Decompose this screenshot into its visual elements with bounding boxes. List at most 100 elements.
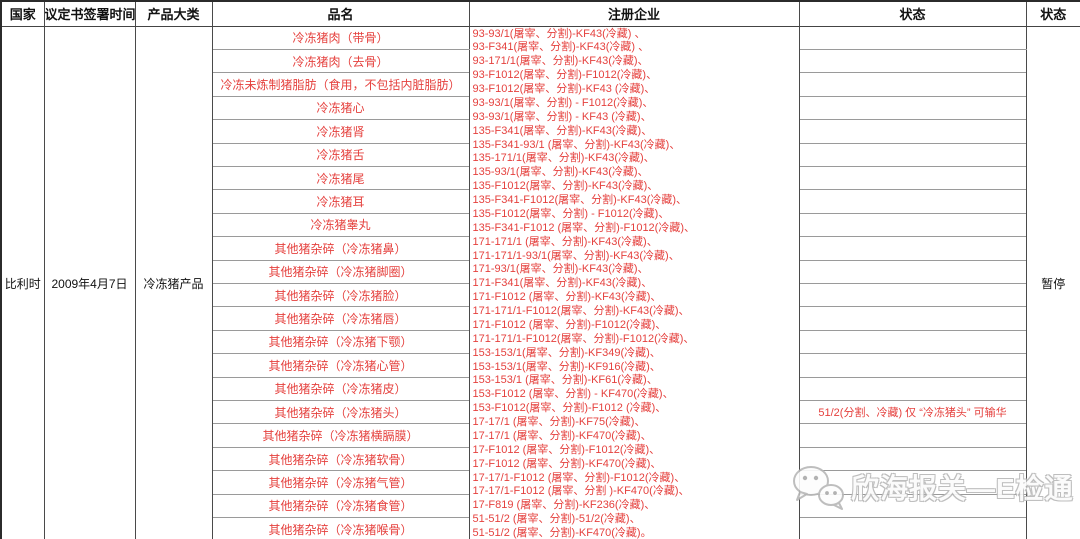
product-row: 冷冻猪心 <box>1 95 1080 121</box>
enterprise-line: 171-F1012 (屠宰、分割)-F1012(冷藏)、 <box>472 318 667 331</box>
enterprise-line: 135-93/1(屠宰、分割)-KF43(冷藏)、 <box>472 166 649 179</box>
enterprise-line: 153-153/1(屠宰、分割)-KF916(冷藏)、 <box>472 360 661 373</box>
status-note-cell <box>798 95 1027 121</box>
enterprise-line: 93-93/1(屠宰、分割) - F1012(冷藏)、 <box>472 96 654 109</box>
registered-enterprises-cell: 93-93/1(屠宰、分割)-KF43(冷藏) 、 93-F341(屠宰、分割)-… <box>468 25 800 539</box>
product-name-cell: 其他猪杂碎（冷冻猪脸） <box>211 282 470 308</box>
col-header-status-note: 状态 <box>798 0 1027 27</box>
col-header-country: 国家 <box>0 0 45 27</box>
product-name-cell: 其他猪杂碎（冷冻猪横膈膜） <box>211 423 470 448</box>
enterprise-line: 93-F1012(屠宰、分割)-F1012(冷藏)、 <box>472 69 658 82</box>
enterprise-line: 135-F1012(屠宰、分割)-KF43(冷藏)、 <box>472 180 659 193</box>
product-name-cell: 冷冻猪肉（带骨） <box>211 25 470 50</box>
enterprise-line: 153-153/1 (屠宰、分割)-KF61(冷藏)、 <box>472 374 658 387</box>
product-row: 其他猪杂碎（冷冻猪头） 51/2(分割、冷藏) 仅 “冷冻猪头” 可输华 <box>1 399 1080 425</box>
product-row: 冷冻猪舌 <box>1 142 1080 167</box>
status-note-cell <box>798 353 1027 378</box>
enterprise-line: 17-F1012 (屠宰、分割)-KF470(冷藏)、 <box>472 457 662 470</box>
product-row: 其他猪杂碎（冷冻猪唇） <box>1 306 1080 331</box>
product-name-cell: 冷冻未炼制猪脂肪（食用，不包括内脏脂肪） <box>211 72 470 97</box>
enterprise-line: 93-171/1(屠宰、分割)-KF43(冷藏)、 <box>472 55 649 68</box>
product-row: 冷冻猪尾 <box>1 165 1080 191</box>
product-name-cell: 其他猪杂碎（冷冻猪软骨） <box>211 446 470 472</box>
enterprise-line: 171-171/1-F1012(屠宰、分割)-F1012(冷藏)、 <box>472 332 695 345</box>
col-header-status: 状态 <box>1025 0 1080 27</box>
header-row: 国家 议定书签署时间 产品大类 品名 注册企业 状态 状态 <box>0 0 1080 27</box>
product-row: 其他猪杂碎（冷冻猪脸） <box>1 282 1080 308</box>
product-row: 其他猪杂碎（冷冻猪皮） <box>1 376 1080 402</box>
product-row: 其他猪杂碎（冷冻猪下颚） <box>1 329 1080 355</box>
col-header-product-name: 品名 <box>211 0 470 27</box>
enterprise-line: 17-F1012 (屠宰、分割)-F1012(冷藏)、 <box>472 443 661 456</box>
enterprise-line: 93-F1012(屠宰、分割)-KF43 (冷藏)、 <box>472 83 656 95</box>
enterprise-line: 135-F341-F1012 (屠宰、分割)-F1012(冷藏)、 <box>472 221 696 234</box>
status-note-cell <box>798 189 1027 214</box>
product-row: 其他猪杂碎（冷冻猪软骨） <box>1 446 1080 472</box>
enterprise-line: 17-17/1 (屠宰、分割)-KF75(冷藏)、 <box>472 416 646 428</box>
status-note-cell <box>798 165 1027 191</box>
enterprise-line: 171-171/1-93/1(屠宰、分割)-KF43(冷藏)、 <box>472 249 680 262</box>
product-name-cell: 其他猪杂碎（冷冻猪心管） <box>211 353 470 378</box>
product-name-cell: 其他猪杂碎（冷冻猪食管） <box>211 493 470 519</box>
product-row: 其他猪杂碎（冷冻猪喉骨） <box>1 517 1080 539</box>
product-category-cell: 冷冻猪产品 <box>134 25 213 539</box>
product-name-cell: 其他猪杂碎（冷冻猪气管） <box>211 470 470 495</box>
enterprise-line: 171-93/1(屠宰、分割)-KF43(冷藏)、 <box>472 263 649 276</box>
status-note-cell <box>798 48 1027 74</box>
product-row: 冷冻猪肉（去骨） <box>1 48 1080 74</box>
status-note-cell <box>798 259 1027 284</box>
product-name-cell: 其他猪杂碎（冷冻猪唇） <box>211 306 470 331</box>
enterprise-line: 51-51/2 (屠宰、分割)-51/2(冷藏)、 <box>472 513 641 526</box>
enterprise-line: 51-51/2 (屠宰、分割)-KF470(冷藏)。 <box>472 527 652 539</box>
enterprise-line: 17-17/1-F1012 (屠宰、分割)-F1012(冷藏)、 <box>472 471 686 484</box>
col-header-registered-enterprises: 注册企业 <box>468 0 800 27</box>
product-name-cell: 冷冻猪舌 <box>211 142 470 167</box>
product-name-cell: 冷冻猪心 <box>211 95 470 121</box>
enterprise-line: 135-F341(屠宰、分割)-KF43(冷藏)、 <box>472 124 653 137</box>
status-note-cell <box>798 329 1027 355</box>
product-name-cell: 其他猪杂碎（冷冻猪头） <box>211 399 470 425</box>
product-name-cell: 其他猪杂碎（冷冻猪脚圈） <box>211 259 470 284</box>
col-header-protocol-date: 议定书签署时间 <box>43 0 136 27</box>
product-name-cell: 其他猪杂碎（冷冻猪下颚） <box>211 329 470 355</box>
status-note-cell <box>798 376 1027 402</box>
enterprise-line: 17-F819 (屠宰、分割)-KF236(冷藏)、 <box>472 499 656 512</box>
status-note-cell <box>798 470 1027 495</box>
enterprise-line: 153-153/1(屠宰、分割)-KF349(冷藏)、 <box>472 346 661 359</box>
product-row: 其他猪杂碎（冷冻猪横膈膜） <box>1 423 1080 448</box>
enterprise-line: 17-17/1-F1012 (屠宰、分割 )-KF470(冷藏)、 <box>472 485 690 498</box>
product-row: 比利时 2009年4月7日 冷冻猪产品 冷冻猪肉（带骨） 93-93/1(屠宰、分割)-… <box>0 25 1080 539</box>
status-note-cell <box>798 142 1027 167</box>
enterprise-line: 171-171/1 (屠宰、分割)-KF43(冷藏)、 <box>472 235 658 248</box>
status-note-cell <box>798 212 1027 238</box>
enterprise-lines: 93-93/1(屠宰、分割)-KF43(冷藏) 、 93-F341(屠宰、分割)-… <box>473 28 799 539</box>
product-row: 冷冻猪睾丸 <box>1 212 1080 238</box>
status-note-cell <box>798 446 1027 472</box>
table-header: 国家 议定书签署时间 产品大类 品名 注册企业 状态 状态 <box>0 0 1080 27</box>
product-name-cell: 其他猪杂碎（冷冻猪皮） <box>211 376 470 402</box>
protocol-date-cell: 2009年4月7日 <box>43 25 136 539</box>
enterprise-line: 153-F1012(屠宰、分割)-F1012 (冷藏)、 <box>472 402 667 415</box>
product-name-cell: 冷冻猪肉（去骨） <box>211 48 470 74</box>
status-note-cell <box>798 119 1027 144</box>
enterprise-line: 93-93/1(屠宰、分割)-KF43(冷藏) 、 <box>472 27 646 40</box>
enterprise-line: 135-F1012(屠宰、分割) - F1012(冷藏)、 <box>472 207 670 220</box>
enterprise-line: 17-17/1 (屠宰、分割)-KF470(冷藏)、 <box>472 429 652 442</box>
product-name-cell: 冷冻猪睾丸 <box>211 212 470 238</box>
product-name-cell: 冷冻猪肾 <box>211 119 470 144</box>
product-name-cell: 其他猪杂碎（冷冻猪喉骨） <box>211 517 470 539</box>
product-row: 其他猪杂碎（冷冻猪脚圈） <box>1 259 1080 284</box>
status-note-cell <box>798 423 1027 448</box>
enterprise-line: 153-F1012 (屠宰、分割) - KF470(冷藏)、 <box>472 388 674 401</box>
enterprise-line: 171-171/1-F1012(屠宰、分割)-KF43(冷藏)、 <box>472 305 690 317</box>
enterprise-line: 135-F341-93/1 (屠宰、分割)-KF43(冷藏)、 <box>472 138 681 151</box>
status-note-cell <box>798 517 1027 539</box>
status-note-cell <box>798 493 1027 519</box>
table-body: 比利时 2009年4月7日 冷冻猪产品 冷冻猪肉（带骨） 93-93/1(屠宰、分割)-… <box>0 25 1080 539</box>
status-note-cell <box>798 282 1027 308</box>
country-cell: 比利时 <box>0 25 45 539</box>
product-row: 冷冻猪耳 <box>1 189 1080 214</box>
status-note-cell <box>798 306 1027 331</box>
